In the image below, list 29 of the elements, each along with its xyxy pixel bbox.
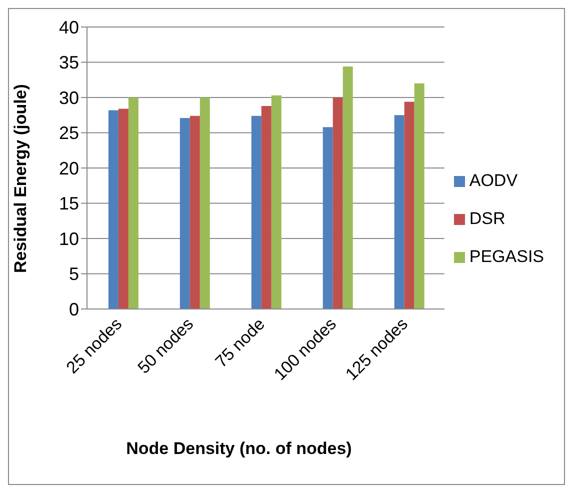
y-tick-label: 40 [58, 17, 79, 38]
y-tick-label: 10 [58, 228, 79, 249]
bar [128, 98, 138, 309]
y-axis-title: Residual Energy (joule) [11, 84, 30, 273]
bar [322, 127, 333, 309]
bar [342, 66, 353, 309]
bar [332, 98, 343, 309]
legend-label: DSR [469, 209, 506, 228]
bar [271, 95, 282, 309]
y-tick-label: 0 [68, 299, 79, 320]
bar [404, 102, 414, 309]
bar [251, 116, 262, 309]
bar [200, 98, 210, 309]
bar [394, 115, 404, 309]
y-tick-label: 5 [68, 264, 79, 284]
bar [261, 106, 272, 309]
bar [414, 83, 424, 309]
bar [180, 118, 190, 309]
y-tick-label: 35 [58, 52, 79, 73]
y-tick-label: 15 [58, 194, 79, 214]
legend-label: AODV [469, 171, 518, 190]
y-tick-label: 20 [58, 158, 79, 178]
y-tick-label: 25 [58, 123, 79, 144]
bar [190, 116, 200, 309]
legend-label: PEGASIS [469, 247, 544, 266]
x-axis-title: Node Density (no. of nodes) [125, 439, 353, 459]
y-tick-label: 30 [58, 88, 79, 108]
bar [108, 110, 118, 309]
bar [118, 108, 128, 309]
